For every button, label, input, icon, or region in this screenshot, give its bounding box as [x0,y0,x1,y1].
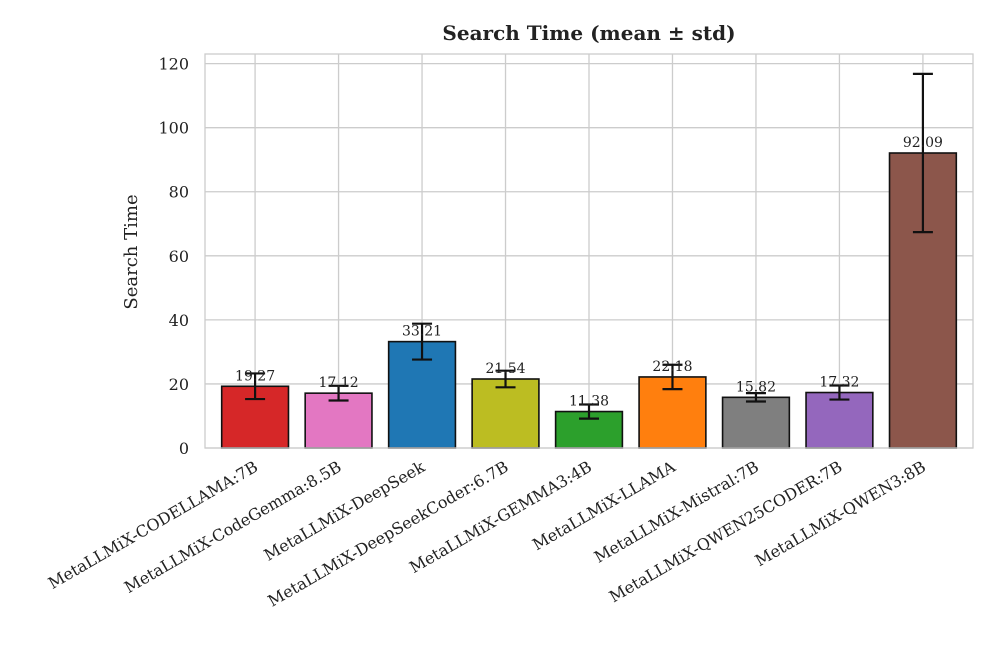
bar [721,396,791,449]
data-labels: 19.27 17.12 33.21 21.54 11.38 22.18 15.82 17.32… [235,135,943,410]
data-label: 21.54 [485,361,525,377]
chart-title: Search Time (mean ± std) [442,21,735,45]
data-label: 22.18 [652,359,692,375]
data-label: 17.12 [319,375,359,391]
y-tick-label: 0 [179,439,189,458]
y-tick-label: 120 [158,55,189,74]
y-tick-labels: 0 20 40 60 80 100 120 [158,55,189,458]
bar [471,378,540,449]
y-tick-label: 100 [158,119,189,138]
plot-frame [204,53,974,449]
error-bars [245,72,933,420]
y-tick-label: 80 [169,183,189,202]
data-label: 15.82 [736,379,776,395]
y-axis-label: Search Time [121,194,142,309]
grid-lines [205,54,973,449]
x-tick-label: MetaLLMiX-LLAMA [529,457,679,554]
x-tick-labels: MetaLLMiX-CODELLAMA:7BMetaLLMiX-CodeGemm… [45,457,929,611]
data-label: 19.27 [235,368,275,384]
bar [805,391,874,449]
data-label: 33.21 [402,324,442,340]
data-label: 92.09 [903,135,943,151]
y-tick-label: 40 [169,311,189,330]
data-label: 17.32 [819,375,859,391]
y-tick-label: 60 [169,247,189,266]
data-label: 11.38 [569,394,609,410]
y-tick-label: 20 [169,375,189,394]
